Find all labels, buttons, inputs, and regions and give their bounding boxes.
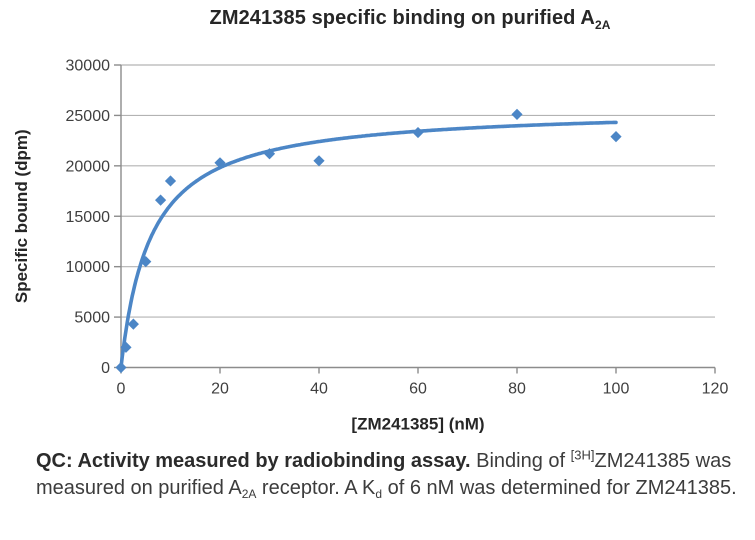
chart-title-text: ZM241385 specific binding on purified A [209,7,595,29]
fit-curve [119,120,618,370]
y-tick-label: 5000 [74,310,110,327]
y-tick-label: 20000 [66,158,111,175]
caption-bold-lead: QC: Activity measured by radiobinding as… [36,450,471,472]
x-tick-label: 40 [310,381,328,398]
y-tick-label: 10000 [66,259,111,276]
caption-subscript-kd: d [375,487,383,501]
y-tick-label: 25000 [66,108,111,125]
data-point-marker [214,157,226,169]
data-point-marker [511,108,523,121]
x-tick-label: 80 [508,381,526,398]
data-point-marker [140,256,152,268]
x-tick-label: 20 [211,381,229,398]
caption-superscript-3h: [3H] [570,447,595,463]
caption-text: receptor. A K [256,477,376,499]
chart-title: ZM241385 specific binding on purified A2… [60,7,755,32]
data-point-marker [127,318,139,330]
qc-caption: QC: Activity measured by radiobinding as… [36,448,751,502]
caption-subscript-2a: 2A [241,487,257,501]
y-tick-label: 0 [101,360,110,377]
y-tick-label: 30000 [66,58,111,75]
y-axis-title: Specific bound (dpm) [12,129,31,303]
data-point-marker [164,175,177,187]
caption-text: ZM241385 was measured on purified A [36,450,732,499]
binding-saturation-chart: 0 20 40 60 80 100 120 0 5000 10000 15000 20000 25000… [12,58,729,434]
data-point-marker [115,361,127,374]
x-axis-title: [ZM241385] (nM) [351,415,484,434]
data-point-marker [263,148,276,160]
data-point-marker [120,341,132,353]
y-tick-label: 15000 [66,209,111,226]
caption-text: of 6 nM was determined for ZM241385. [382,477,737,499]
data-point-marker [155,194,167,206]
data-point-marker [412,126,424,139]
caption-text: Binding of [470,450,571,472]
x-tick-label: 120 [702,381,729,398]
data-point-marker [313,155,325,167]
data-point-marker [610,130,622,143]
x-tick-label: 0 [117,381,126,398]
x-tick-label: 60 [409,381,427,398]
x-tick-label: 100 [603,381,630,398]
chart-title-subscript: 2A [594,18,611,32]
